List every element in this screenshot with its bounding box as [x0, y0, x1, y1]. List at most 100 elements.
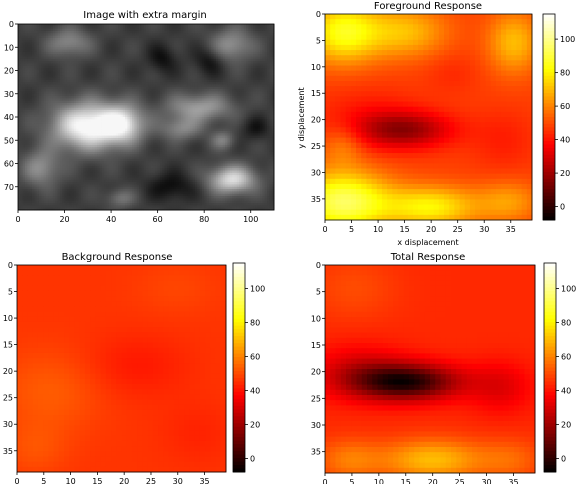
heatmap-cell [122, 75, 126, 78]
heatmap-cell [264, 47, 268, 51]
heatmap-cell [62, 51, 65, 55]
heatmap-cell [76, 26, 79, 30]
heatmap-cell [141, 28, 145, 32]
heatmap-cell [24, 61, 28, 64]
heatmap-cell [52, 49, 56, 53]
heatmap-cell [253, 72, 256, 76]
heatmap-cell [150, 33, 154, 37]
heatmap-cell [52, 56, 56, 60]
heatmap-cell [111, 61, 114, 64]
heatmap-cell [38, 65, 42, 69]
heatmap-cell [36, 40, 40, 44]
heatmap-cell [171, 65, 175, 69]
heatmap-cell [120, 42, 124, 46]
heatmap-cell [127, 40, 131, 44]
heatmap-cell [118, 65, 121, 69]
heatmap-cell [120, 35, 124, 39]
heatmap-cell [36, 63, 40, 67]
heatmap-cell [134, 42, 138, 46]
heatmap-cell [206, 35, 210, 39]
heatmap-cell [255, 30, 259, 34]
heatmap-cell [113, 75, 117, 78]
heatmap-cell [34, 28, 38, 32]
heatmap-cell [201, 75, 205, 78]
heatmap-cell [197, 68, 200, 71]
heatmap-cell [220, 47, 224, 51]
heatmap-cell [132, 77, 135, 81]
heatmap-cell [80, 37, 84, 41]
heatmap-cell [146, 61, 149, 64]
heatmap-cell [152, 65, 156, 69]
heatmap-cell [36, 65, 40, 69]
heatmap-cell [159, 49, 163, 53]
heatmap-cell [187, 35, 191, 39]
heatmap-cell [57, 26, 61, 30]
heatmap-cell [57, 75, 61, 78]
heatmap-cell [104, 26, 107, 30]
heatmap-cell [176, 51, 180, 55]
heatmap-cell [255, 40, 259, 44]
heatmap-cell [246, 75, 249, 78]
heatmap-cell [45, 70, 49, 74]
heatmap-cell [57, 42, 61, 46]
heatmap-cell [50, 58, 54, 62]
heatmap-cell [87, 61, 91, 64]
heatmap-cell [164, 24, 168, 27]
heatmap-cell [155, 42, 159, 46]
heatmap-cell [155, 26, 159, 30]
heatmap-cell [239, 26, 242, 30]
heatmap-cell [24, 42, 28, 46]
heatmap-cell [85, 30, 89, 34]
heatmap-cell [132, 56, 135, 60]
heatmap-cell [80, 68, 84, 71]
heatmap-cell [71, 68, 75, 71]
heatmap-cell [83, 68, 86, 71]
heatmap-cell [59, 44, 63, 48]
heatmap-cell [27, 51, 31, 55]
heatmap-cell [141, 51, 145, 55]
heatmap-cell [176, 56, 180, 60]
heatmap-cell [211, 61, 214, 64]
heatmap-cell [264, 35, 268, 39]
heatmap-cell [225, 63, 228, 67]
heatmap-cell [194, 70, 198, 74]
heatmap-cell [136, 58, 140, 62]
heatmap-cell [192, 56, 196, 60]
heatmap-cell [248, 54, 252, 58]
heatmap-cell [220, 70, 224, 74]
heatmap-cell [206, 65, 210, 69]
heatmap-cell [132, 28, 135, 32]
heatmap-cell [222, 37, 226, 41]
heatmap-cell [127, 63, 131, 67]
heatmap-cell [197, 58, 200, 62]
heatmap-cell [267, 63, 270, 67]
heatmap-cell [146, 58, 149, 62]
heatmap-cell [180, 70, 184, 74]
heatmap-cell [178, 56, 182, 60]
heatmap-cell [164, 58, 168, 62]
heatmap-cell [180, 28, 184, 32]
heatmap-cell [24, 26, 28, 30]
heatmap-cell [178, 35, 182, 39]
heatmap-cell [199, 26, 203, 30]
heatmap-cell [201, 42, 205, 46]
heatmap-cell [92, 44, 96, 48]
heatmap-cell [141, 75, 145, 78]
heatmap-cell [155, 47, 159, 51]
heatmap-cell [94, 61, 98, 64]
heatmap-cell [73, 30, 77, 34]
heatmap-cell [264, 40, 268, 44]
heatmap-cell [152, 70, 156, 74]
heatmap-cell [104, 47, 107, 51]
heatmap-cell [45, 49, 49, 53]
heatmap-cell [199, 54, 203, 58]
heatmap-cell [71, 63, 75, 67]
heatmap-cell [201, 72, 205, 76]
heatmap-cell [173, 37, 177, 41]
heatmap-cell [29, 49, 33, 53]
heatmap-cell [43, 33, 47, 37]
heatmap-cell [269, 37, 273, 41]
heatmap-cell [73, 40, 77, 44]
heatmap-cell [201, 33, 205, 37]
heatmap-cell [185, 42, 189, 46]
